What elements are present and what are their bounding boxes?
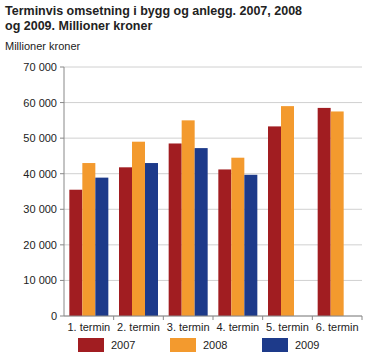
- tick-mark: [60, 173, 64, 174]
- category-tick: [113, 316, 114, 320]
- category-tick: [163, 316, 164, 320]
- legend-swatch: [170, 338, 196, 352]
- tick-label: 10 000: [23, 274, 57, 286]
- legend-swatch: [262, 338, 288, 352]
- category-label: 5. termin: [266, 321, 309, 333]
- grid-line: [64, 67, 362, 68]
- bar: [145, 163, 158, 316]
- category-label: 3. termin: [167, 321, 210, 333]
- category-tick: [312, 316, 313, 320]
- category-tick: [262, 316, 263, 320]
- tick-mark: [60, 316, 64, 317]
- bars: [69, 106, 343, 316]
- tick-mark: [60, 280, 64, 281]
- bar: [119, 167, 132, 316]
- bar: [195, 148, 208, 316]
- category-label: 1. termin: [67, 321, 110, 333]
- legend-label: 2008: [203, 339, 227, 351]
- legend-label: 2009: [295, 339, 319, 351]
- tick-mark: [60, 67, 64, 68]
- title: Terminvis omsetning i bygg og anlegg. 20…: [5, 4, 302, 33]
- tick-mark: [60, 102, 64, 103]
- category-label: 4. termin: [216, 321, 259, 333]
- bar: [169, 143, 182, 316]
- legend: 2007 2008 2009: [78, 338, 319, 352]
- grid-line: [64, 244, 362, 245]
- category-label: 2. termin: [117, 321, 160, 333]
- tick-label: 40 000: [23, 168, 57, 180]
- category-tick: [213, 316, 214, 320]
- chart: Terminvis omsetning i bygg og anlegg. 20…: [0, 0, 370, 363]
- bar: [95, 178, 108, 316]
- tick-mark: [60, 244, 64, 245]
- tick-label: 0: [51, 310, 57, 322]
- bar: [218, 169, 231, 316]
- legend-swatch: [78, 338, 104, 352]
- bar: [268, 126, 281, 316]
- bar: [231, 158, 244, 316]
- grid-line: [64, 209, 362, 210]
- y-axis-label: Millioner kroner: [5, 40, 81, 52]
- tick-label: 70 000: [23, 61, 57, 73]
- grid-line: [64, 173, 362, 174]
- bar: [182, 120, 195, 316]
- tick-mark: [60, 138, 64, 139]
- grid-line: [64, 102, 362, 103]
- bar: [132, 142, 145, 316]
- grid-line: [64, 280, 362, 281]
- bar: [244, 175, 257, 316]
- bar: [318, 108, 331, 316]
- bar: [82, 163, 95, 316]
- y-axis: [64, 67, 65, 316]
- tick-label: 50 000: [23, 132, 57, 144]
- bar: [331, 111, 344, 316]
- bar: [69, 190, 82, 316]
- category-tick: [362, 316, 363, 320]
- bar: [281, 106, 294, 316]
- tick-mark: [60, 209, 64, 210]
- tick-label: 20 000: [23, 239, 57, 251]
- grid-line: [64, 138, 362, 139]
- tick-label: 60 000: [23, 97, 57, 109]
- legend-label: 2007: [111, 339, 135, 351]
- category-label: 6. termin: [316, 321, 359, 333]
- tick-label: 30 000: [23, 203, 57, 215]
